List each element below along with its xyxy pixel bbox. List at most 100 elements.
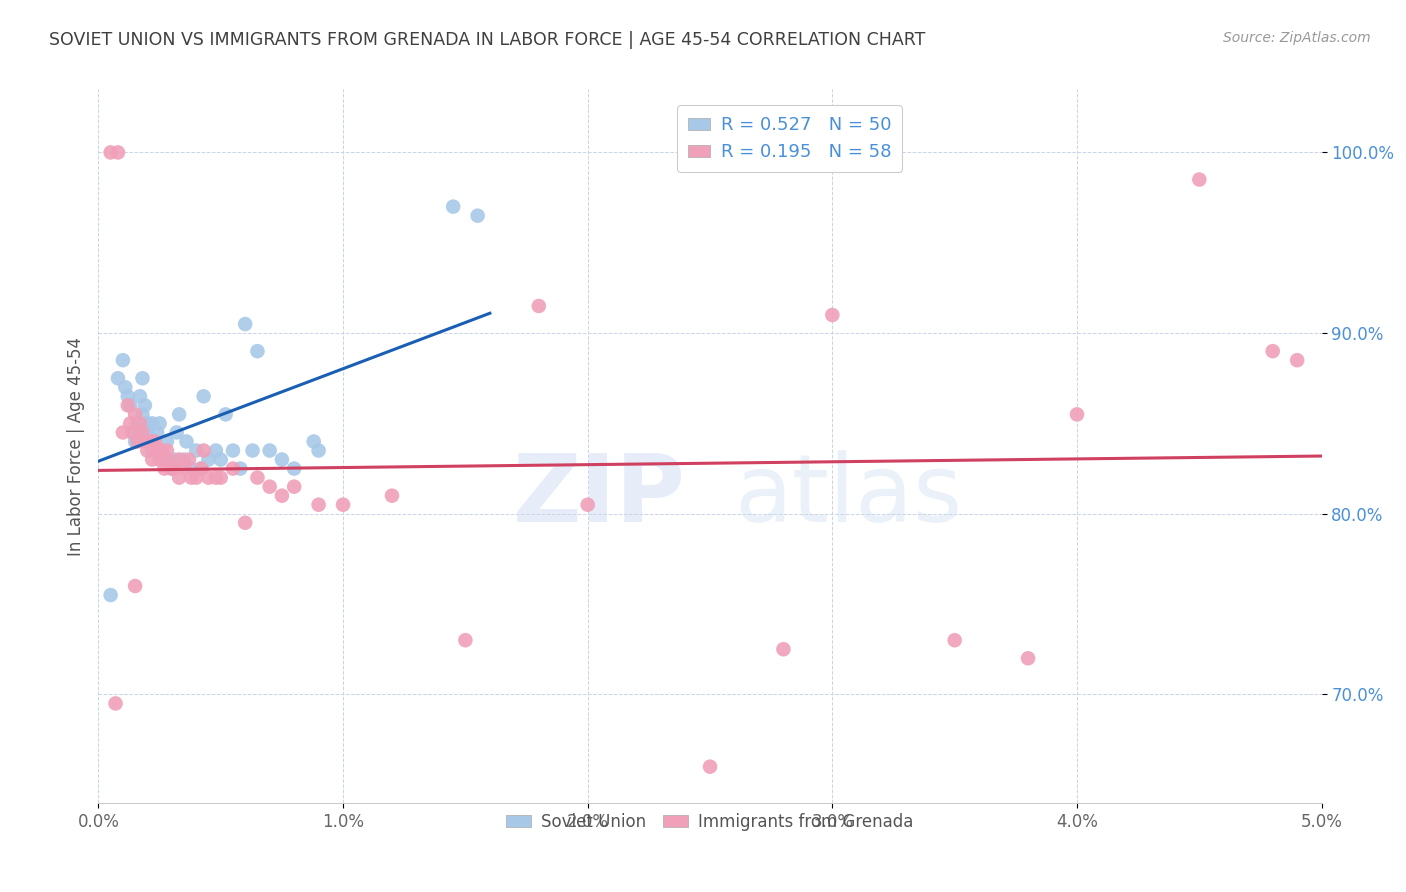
Point	[134, 434, 156, 449]
Point	[193, 443, 215, 458]
Point	[176, 434, 198, 449]
Point	[167, 452, 190, 467]
Point	[180, 461, 202, 475]
Point	[270, 452, 294, 467]
Point	[167, 408, 190, 422]
Point	[114, 380, 136, 394]
Point	[222, 461, 245, 475]
Point	[308, 498, 330, 512]
Point	[146, 425, 169, 440]
Point	[117, 389, 139, 403]
Point	[143, 434, 166, 449]
Point	[141, 417, 163, 431]
Point	[197, 470, 219, 484]
Point	[141, 452, 163, 467]
Legend: Soviet Union, Immigrants from Grenada: Soviet Union, Immigrants from Grenada	[499, 806, 921, 838]
Point	[149, 417, 172, 431]
Point	[117, 398, 139, 412]
Point	[134, 398, 156, 412]
Point	[150, 443, 173, 458]
Point	[136, 443, 159, 458]
Point	[772, 642, 794, 657]
Point	[167, 470, 190, 484]
Point	[699, 759, 721, 773]
Text: SOVIET UNION VS IMMIGRANTS FROM GRENADA IN LABOR FORCE | AGE 45-54 CORRELATION C: SOVIET UNION VS IMMIGRANTS FROM GRENADA …	[49, 31, 925, 49]
Text: atlas: atlas	[734, 450, 963, 542]
Point	[332, 498, 354, 512]
Point	[259, 480, 281, 494]
Point	[190, 461, 212, 475]
Point	[156, 434, 179, 449]
Point	[107, 371, 129, 385]
Point	[1261, 344, 1284, 359]
Point	[127, 434, 149, 449]
Point	[160, 461, 183, 475]
Point	[197, 452, 219, 467]
Point	[100, 588, 122, 602]
Point	[821, 308, 844, 322]
Point	[141, 434, 163, 449]
Text: Source: ZipAtlas.com: Source: ZipAtlas.com	[1223, 31, 1371, 45]
Point	[242, 443, 264, 458]
Point	[160, 461, 183, 475]
Point	[124, 579, 146, 593]
Point	[121, 425, 143, 440]
Point	[124, 408, 146, 422]
Point	[149, 452, 172, 467]
Point	[141, 443, 163, 458]
Text: ZIP: ZIP	[513, 450, 686, 542]
Point	[259, 443, 281, 458]
Point	[163, 461, 186, 475]
Point	[111, 353, 134, 368]
Point	[129, 417, 152, 431]
Point	[209, 470, 232, 484]
Point	[153, 452, 176, 467]
Point	[229, 461, 252, 475]
Point	[454, 633, 477, 648]
Point	[246, 470, 269, 484]
Point	[180, 470, 202, 484]
Point	[131, 425, 153, 440]
Point	[111, 425, 134, 440]
Point	[177, 452, 200, 467]
Point	[143, 434, 166, 449]
Point	[104, 697, 127, 711]
Point	[1188, 172, 1211, 186]
Point	[131, 371, 153, 385]
Y-axis label: In Labor Force | Age 45-54: In Labor Force | Age 45-54	[66, 336, 84, 556]
Point	[270, 489, 294, 503]
Point	[120, 417, 142, 431]
Point	[576, 498, 599, 512]
Point	[150, 443, 173, 458]
Point	[209, 452, 232, 467]
Point	[121, 425, 143, 440]
Point	[124, 434, 146, 449]
Point	[246, 344, 269, 359]
Point	[156, 443, 179, 458]
Point	[381, 489, 404, 503]
Point	[527, 299, 550, 313]
Point	[163, 452, 186, 467]
Point	[129, 389, 152, 403]
Point	[205, 470, 228, 484]
Point	[222, 443, 245, 458]
Point	[120, 398, 142, 412]
Point	[136, 425, 159, 440]
Point	[131, 408, 153, 422]
Point	[308, 443, 330, 458]
Point	[943, 633, 966, 648]
Point	[283, 461, 305, 475]
Point	[186, 443, 208, 458]
Point	[166, 425, 188, 440]
Point	[127, 417, 149, 431]
Point	[100, 145, 122, 160]
Point	[173, 452, 195, 467]
Point	[1066, 408, 1088, 422]
Point	[233, 317, 256, 331]
Point	[214, 408, 236, 422]
Point	[302, 434, 325, 449]
Point	[110, 805, 132, 819]
Point	[1017, 651, 1039, 665]
Point	[441, 200, 464, 214]
Point	[156, 452, 179, 467]
